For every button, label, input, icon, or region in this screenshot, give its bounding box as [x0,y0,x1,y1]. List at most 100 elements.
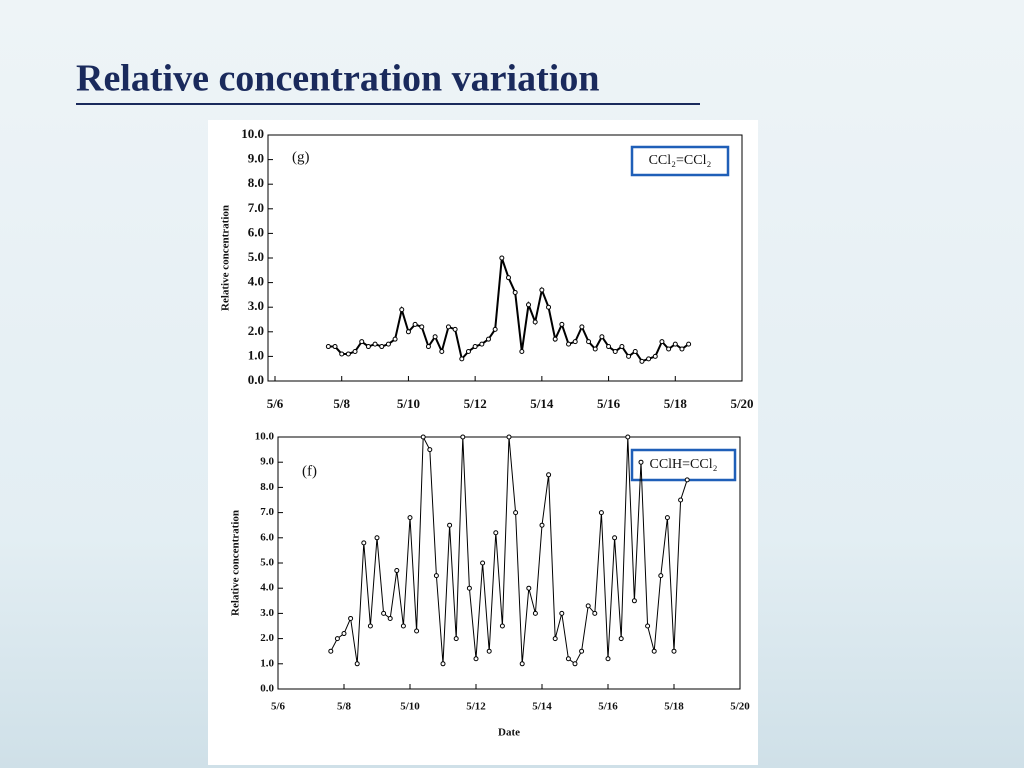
x-tick-label: 5/16 [597,396,621,411]
x-tick-label: 5/18 [664,701,684,713]
data-point [586,339,592,345]
data-point [452,326,458,332]
panel-label: (f) [302,463,317,479]
y-tick-label: 0.0 [248,372,264,387]
data-point [651,648,657,654]
x-tick-label: 5/20 [730,701,750,713]
data-point [407,515,413,521]
data-point [612,348,618,354]
data-point [526,302,532,308]
data-point [619,344,625,350]
data-point [414,628,420,634]
data-point [605,656,611,662]
data-point [552,636,558,642]
legend-label: CCl₂=CCl₂ [649,153,712,168]
data-point [392,336,398,342]
data-point [399,307,405,313]
y-tick-label: 9.0 [260,456,274,468]
legend-box [630,145,730,177]
y-tick-label: 9.0 [248,151,264,166]
data-point [365,344,371,350]
data-point [439,348,445,354]
data-point [394,568,400,574]
data-point [445,324,451,330]
data-point [374,535,380,541]
data-point [645,623,651,629]
data-point [325,344,331,350]
data-point [352,348,358,354]
data-point [566,341,572,347]
data-point [598,510,604,516]
x-tick-label: 5/8 [333,396,350,411]
data-point [532,319,538,325]
data-point [506,275,511,281]
data-point [526,585,532,591]
data-point [579,324,585,330]
data-point [546,304,552,310]
data-point [372,341,378,347]
data-point [519,348,525,354]
x-tick-label: 5/10 [400,701,420,713]
data-point [646,356,652,362]
data-point [328,648,334,654]
x-tick-label: 5/14 [530,396,554,411]
legend-label: CClH=CCl₂ [649,457,717,472]
data-point [359,339,365,345]
data-point [339,351,345,357]
y-tick-label: 6.0 [248,224,264,239]
data-point [579,648,585,654]
data-point [473,656,479,662]
data-point [506,434,512,440]
y-tick-label: 6.0 [260,531,274,543]
data-point [686,341,692,347]
data-point [612,535,618,541]
legend-box [630,448,737,482]
data-point [666,346,672,352]
data-point [565,656,571,662]
data-point [419,324,425,330]
data-point [385,341,391,347]
data-point [499,255,505,261]
data-point [639,358,645,364]
y-tick-label: 7.0 [248,200,264,215]
data-point [546,472,552,478]
data-point [485,336,491,342]
data-point [606,344,612,350]
x-tick-label: 5/6 [271,701,286,713]
data-point [512,289,518,295]
y-tick-label: 5.0 [260,557,274,569]
x-tick-label: 5/18 [664,396,688,411]
data-point [592,346,598,352]
data-point [459,356,465,362]
data-point [465,348,471,354]
data-point [631,598,637,604]
data-point [672,341,678,347]
data-point [480,560,486,566]
data-point [348,615,354,621]
y-tick-label: 7.0 [260,506,274,518]
data-point [679,346,685,352]
y-tick-label: 8.0 [248,175,264,190]
slide-title: Relative concentration variation [76,58,599,100]
x-tick-label: 5/20 [730,396,753,411]
data-point [519,661,525,667]
data-point [460,434,466,440]
data-point [425,344,431,350]
y-tick-label: 10.0 [241,126,264,141]
data-point [652,353,658,359]
y-tick-label: 0.0 [260,683,274,695]
data-point [499,623,505,629]
data-point [552,336,558,342]
data-point [572,661,578,667]
data-point [626,353,632,359]
y-axis-label: Relative concentration [230,510,242,616]
data-point [559,321,565,327]
data-point [585,603,591,609]
data-point [671,648,677,654]
y-tick-label: 2.0 [248,323,264,338]
x-tick-label: 5/8 [337,701,352,713]
data-point [479,341,485,347]
data-point [381,610,387,616]
